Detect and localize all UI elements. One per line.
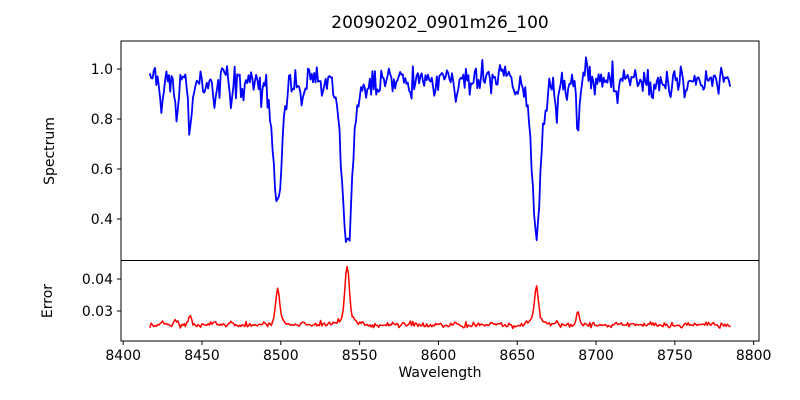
x-tick-label: 8450 bbox=[184, 348, 220, 364]
x-tick-label: 8500 bbox=[263, 348, 299, 364]
x-axis-label: Wavelength bbox=[398, 365, 482, 381]
spectrum-y-tick-label: 0.4 bbox=[91, 212, 113, 228]
spectrum-y-tick-label: 0.8 bbox=[91, 112, 113, 128]
x-tick-label: 8750 bbox=[657, 348, 693, 364]
spectrum-y-tick-label: 1.0 bbox=[91, 62, 113, 78]
spectrum-line bbox=[149, 56, 731, 243]
x-tick-label: 8650 bbox=[499, 348, 535, 364]
y-axis-label-spectrum: Spectrum bbox=[42, 117, 58, 185]
error-axes-frame bbox=[120, 260, 760, 342]
x-tick-label: 8550 bbox=[342, 348, 378, 364]
spectrum-y-tick-label: 0.6 bbox=[91, 162, 113, 178]
error-y-tick-label: 0.04 bbox=[82, 272, 113, 288]
x-tick-label: 8600 bbox=[421, 348, 457, 364]
error-y-tick-label: 0.03 bbox=[82, 304, 113, 320]
error-line bbox=[149, 265, 731, 330]
x-tick-label: 8800 bbox=[736, 348, 772, 364]
x-tick-label: 8700 bbox=[578, 348, 614, 364]
y-axis-label-error: Error bbox=[40, 283, 56, 319]
chart-title: 20090202_0901m26_100 bbox=[331, 13, 549, 33]
spectrum-axes-frame bbox=[120, 40, 760, 261]
x-tick-label: 8400 bbox=[105, 348, 141, 364]
